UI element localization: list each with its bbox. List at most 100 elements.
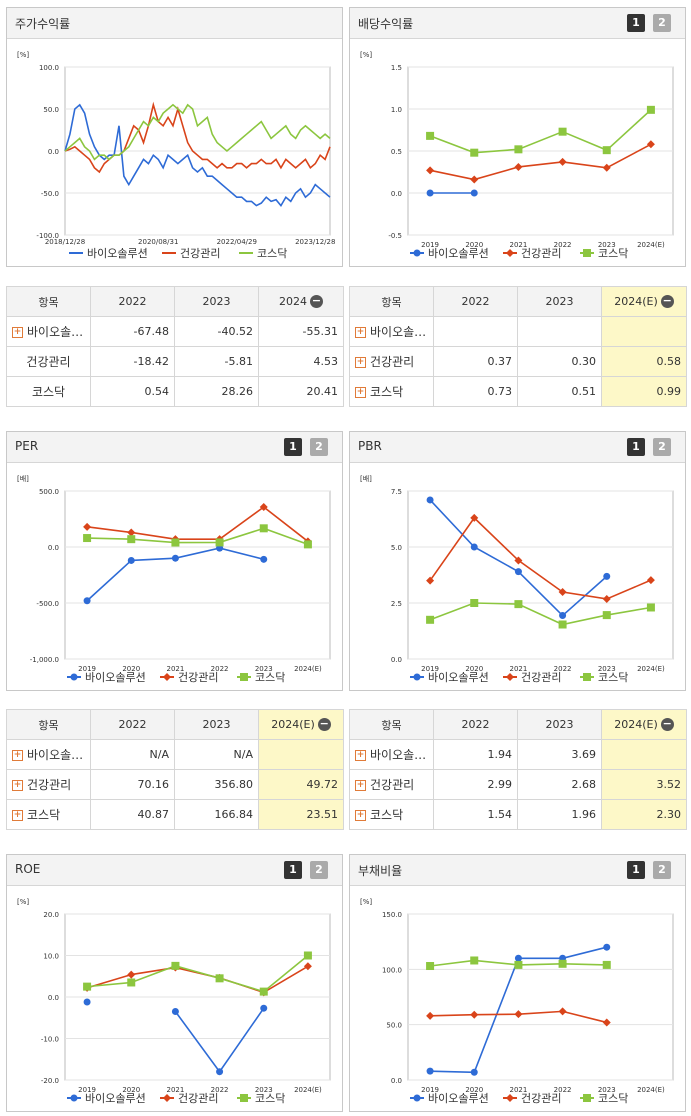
expand-icon[interactable]: +: [355, 750, 366, 761]
table-cell: 0.51: [517, 376, 602, 407]
table-cell: 49.72: [258, 769, 344, 800]
expand-icon[interactable]: +: [12, 780, 23, 791]
data-point-health: [514, 162, 523, 171]
view-2-button[interactable]: 2: [653, 14, 671, 32]
table-row: + 코스닥 1.54 1.96 2.30: [349, 799, 687, 830]
legend-marker-bio: [413, 1094, 421, 1102]
data-point-health: [426, 166, 435, 175]
y-tick-label: -100.0: [36, 232, 59, 240]
y-tick-label: 1.0: [391, 106, 402, 114]
data-point-kosdaq: [646, 105, 655, 114]
legend-label-health: 건강관리: [521, 1092, 561, 1105]
legend-label-health: 건강관리: [521, 671, 561, 684]
table-row: + 코스닥 0.73 0.51 0.99: [349, 376, 687, 407]
table-cell: 4.53: [258, 346, 344, 377]
row-label-cell: + 코스닥: [6, 799, 91, 830]
y-tick-label: 500.0: [39, 488, 59, 496]
panel-title: PER: [15, 439, 39, 453]
data-point-bio: [83, 597, 91, 605]
data-point-kosdaq: [646, 603, 655, 612]
table-cell: 2.30: [601, 799, 687, 830]
row-label: 코스닥: [370, 385, 404, 399]
legend-marker-kosdaq: [583, 249, 591, 257]
x-tick-label: 2024(E): [294, 1086, 322, 1094]
expand-icon[interactable]: +: [355, 327, 366, 338]
column-header-label: 2024(E): [614, 294, 658, 308]
view-1-button[interactable]: 1: [627, 861, 645, 879]
series-line-health: [429, 143, 652, 181]
expand-icon[interactable]: +: [12, 810, 23, 821]
column-header: 2022: [90, 286, 175, 317]
data-point-kosdaq: [470, 956, 479, 965]
expand-icon[interactable]: +: [355, 357, 366, 368]
collapse-icon[interactable]: −: [310, 294, 323, 309]
view-1-button[interactable]: 1: [627, 14, 645, 32]
x-tick-label: 2020: [122, 1086, 140, 1094]
column-header-label: 항목: [381, 718, 402, 732]
table-row: 코스닥 0.54 28.26 20.41: [6, 376, 344, 407]
table-cell: 3.69: [517, 739, 602, 770]
column-header-label: 항목: [38, 295, 59, 309]
table-cell: [601, 739, 687, 770]
table-row: + 바이오솔…: [349, 316, 687, 347]
legend-marker-health: [506, 673, 514, 681]
column-header-label: 2023: [545, 718, 574, 731]
x-tick-label: 2022: [554, 1086, 572, 1094]
table-cell: [517, 316, 602, 347]
view-1-button[interactable]: 1: [284, 438, 302, 456]
view-1-button[interactable]: 1: [627, 438, 645, 456]
table-cell: 20.41: [258, 376, 344, 407]
collapse-icon[interactable]: −: [660, 717, 674, 732]
table-row: + 건강관리 0.37 0.30 0.58: [349, 346, 687, 377]
table-header-row: 항목 2022 2023 2024(E) −: [349, 286, 687, 317]
view-2-button[interactable]: 2: [653, 438, 671, 456]
data-point-bio: [426, 189, 434, 197]
column-header: 2023: [517, 709, 602, 740]
legend-marker-health: [506, 1094, 514, 1102]
data-point-health: [470, 175, 479, 184]
data-point-bio: [426, 1067, 434, 1075]
data-point-health: [426, 1011, 435, 1020]
expand-icon[interactable]: +: [12, 327, 23, 338]
row-label-cell: + 바이오솔…: [6, 316, 91, 347]
legend-marker-health: [506, 249, 514, 257]
x-tick-label: 2022/04/29: [217, 238, 257, 246]
collapse-icon[interactable]: −: [317, 717, 331, 732]
table-cell: -67.48: [90, 316, 175, 347]
y-tick-label: 10.0: [43, 953, 59, 961]
table-cell: 0.58: [601, 346, 687, 377]
view-2-button[interactable]: 2: [310, 438, 328, 456]
expand-icon[interactable]: +: [355, 810, 366, 821]
row-label: 코스닥: [27, 808, 61, 822]
data-point-kosdaq: [514, 600, 523, 609]
x-tick-label: 2022: [211, 665, 229, 673]
expand-icon[interactable]: +: [355, 780, 366, 791]
table-row: + 건강관리 70.16 356.80 49.72: [6, 769, 344, 800]
data-point-kosdaq: [83, 534, 92, 543]
expand-icon[interactable]: +: [12, 750, 23, 761]
expand-icon[interactable]: +: [355, 387, 366, 398]
series-line-kosdaq: [87, 954, 309, 993]
collapse-icon[interactable]: −: [660, 294, 674, 309]
table-row: + 건강관리 2.99 2.68 3.52: [349, 769, 687, 800]
view-1-button[interactable]: 1: [284, 861, 302, 879]
data-point-kosdaq: [558, 620, 567, 629]
y-tick-label: 0.0: [48, 148, 59, 156]
table-row: + 바이오솔… N/A N/A: [6, 739, 344, 770]
row-label-cell: + 건강관리: [6, 769, 91, 800]
view-2-button[interactable]: 2: [653, 861, 671, 879]
dividend-yield-chart: [%] 1.5 1.0 0.5 0.0 -0.5 2019 2020 2021 2022 2023 2…: [360, 51, 674, 260]
y-tick-label: 50.0: [43, 106, 59, 114]
dividend-yield-table: 항목 2022 2023 2024(E) − + 바이오솔… + 건강관리 0.37 0.30 0.5…: [349, 286, 687, 407]
x-tick-label: 2024(E): [294, 665, 322, 673]
row-label: 바이오솔…: [370, 325, 427, 339]
data-point-health: [558, 1007, 567, 1016]
y-tick-label: 100.0: [39, 64, 59, 72]
y-tick-label: 0.0: [391, 656, 402, 664]
data-point-bio: [514, 954, 522, 962]
data-point-bio: [603, 572, 611, 580]
row-label-cell: + 건강관리: [349, 346, 434, 377]
view-2-button[interactable]: 2: [310, 861, 328, 879]
y-tick-label: -500.0: [36, 600, 59, 608]
